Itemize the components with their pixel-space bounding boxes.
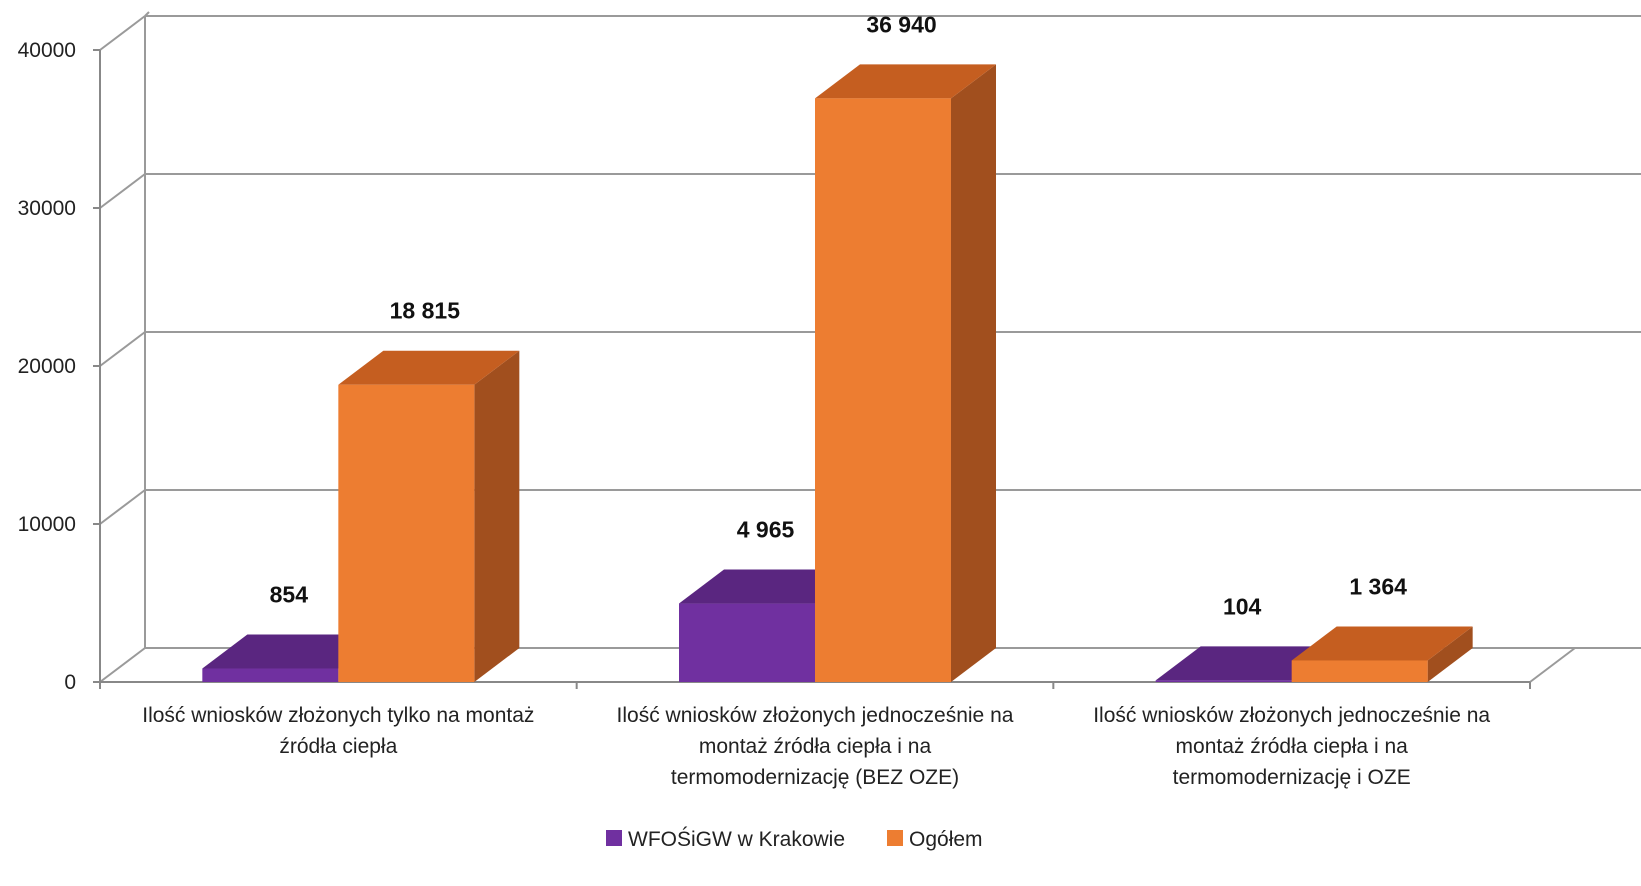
bar-top	[1155, 646, 1337, 681]
data-label: 18 815	[390, 298, 461, 324]
category-label-line: Ilość wniosków złożonych tylko na montaż	[142, 704, 534, 727]
legend-swatch	[606, 830, 622, 846]
category-label-line: montaż źródła ciepła i na	[699, 735, 932, 758]
bar-front	[679, 603, 815, 682]
bar-front	[338, 384, 475, 682]
category-label-line: Ilość wniosków złożonych jednocześnie na	[1093, 704, 1490, 727]
bar-top	[1291, 626, 1473, 661]
legend-swatch	[887, 830, 903, 846]
bar-side	[474, 350, 520, 682]
gridline-diagonal	[99, 15, 146, 51]
bar-front	[815, 98, 951, 682]
category-label: Ilość wniosków złożonych jednocześnie na…	[617, 704, 1014, 789]
bar-top	[815, 64, 996, 99]
bar-front	[1155, 680, 1292, 682]
bar-ogolem-1	[338, 350, 520, 682]
gridline-diagonal	[99, 173, 146, 209]
y-tick-label: 0	[64, 671, 76, 694]
bar-top	[202, 634, 384, 669]
category-label: Ilość wniosków złożonych jednocześnie na…	[1093, 704, 1490, 789]
legend-label: WFOŚiGW w Krakowie	[628, 827, 845, 851]
category-labels: Ilość wniosków złożonych tylko na montaż…	[142, 704, 1490, 789]
legend: WFOŚiGW w Krakowie Ogółem	[606, 827, 983, 851]
top-edge	[144, 11, 150, 17]
category-label: Ilość wniosków złożonych tylko na montaż…	[142, 704, 534, 758]
gridline-diagonal	[99, 647, 146, 683]
bars	[202, 64, 1473, 682]
category-label-line: termomodernizację i OZE	[1173, 766, 1411, 789]
category-label-line: Ilość wniosków złożonych jednocześnie na	[617, 704, 1014, 727]
y-tick-label: 10000	[18, 513, 76, 536]
bar-side	[951, 64, 996, 682]
y-tick-label: 40000	[18, 39, 76, 62]
gridline-diagonal	[99, 331, 146, 367]
bar-ogolem-3	[1291, 626, 1473, 682]
bar-ogolem-2	[815, 64, 996, 682]
data-label: 36 940	[866, 11, 936, 37]
bar-front	[1291, 660, 1428, 682]
y-tick-label: 30000	[18, 197, 76, 220]
data-label: 4 965	[737, 517, 795, 543]
category-label-line: źródła ciepła	[279, 735, 397, 758]
bar-side	[1427, 626, 1473, 682]
floor-edge	[1529, 647, 1576, 683]
category-label-line: termomodernizację (BEZ OZE)	[671, 766, 959, 789]
data-labels: 854 18 815 4 965 36 940 104 1 364	[270, 11, 1408, 619]
legend-label: Ogółem	[909, 828, 983, 851]
category-label-line: montaż źródła ciepła i na	[1176, 735, 1409, 758]
y-tick-label: 20000	[18, 355, 76, 378]
data-label: 104	[1223, 593, 1262, 619]
bar-top	[338, 350, 520, 385]
gridline-diagonal	[99, 489, 146, 525]
data-label: 1 364	[1349, 573, 1407, 599]
data-label: 854	[270, 582, 309, 608]
bar-front	[202, 668, 339, 682]
bar-top	[679, 569, 860, 604]
